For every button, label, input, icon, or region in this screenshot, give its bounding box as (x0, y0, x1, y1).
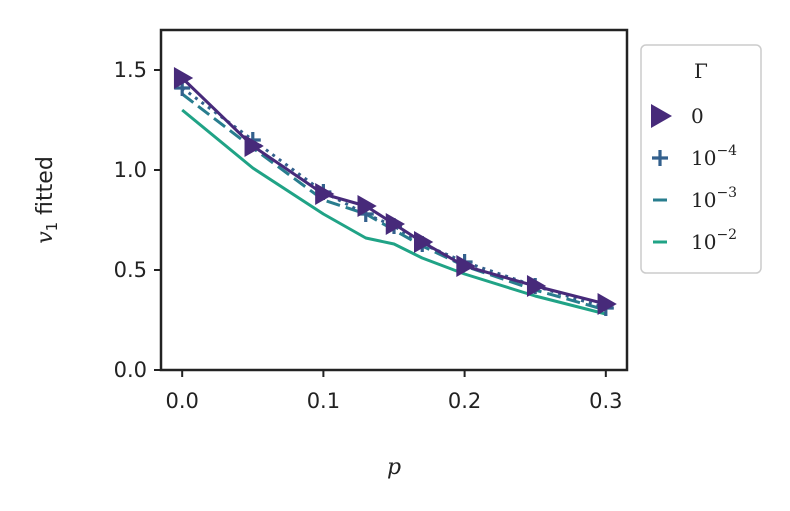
legend-entries: 0 10−4 10−3 10−2 (651, 104, 737, 254)
series-0-point (315, 183, 335, 205)
x-tick-label: 0.0 (165, 389, 198, 413)
series-0-point (357, 195, 377, 217)
y-tick-label: 1.0 (114, 158, 147, 182)
legend-label: 10−4 (691, 143, 737, 170)
series-0-point (244, 135, 264, 157)
legend-label: 10−2 (691, 227, 737, 254)
legend-frame (640, 44, 762, 274)
series-3 (181, 108, 607, 316)
y-tick-label: 0.5 (114, 258, 147, 282)
series-line-3 (181, 108, 607, 316)
x-tick-label: 0.2 (448, 389, 481, 413)
plot-frame (159, 28, 629, 372)
series-0-point (385, 213, 405, 235)
y-axis: 0.0 0.5 1.0 1.5 (114, 58, 161, 382)
legend-entry-2: 10−3 (653, 185, 737, 212)
x-tick-label: 0.3 (589, 389, 622, 413)
y-tick-label: 0.0 (114, 358, 147, 382)
series-0-point (526, 275, 547, 297)
series-0-point (456, 255, 476, 277)
x-axis: 0.0 0.1 0.2 0.3 (165, 370, 623, 413)
series-layer (173, 67, 617, 316)
legend-entry-1: 10−4 (652, 143, 737, 170)
legend-entry-0: 0 (651, 104, 704, 128)
series-0-point (173, 67, 194, 89)
y-axis-label-subscript: 1 (43, 222, 61, 232)
y-axis-label: v1 fitted (33, 156, 61, 244)
legend-marker (651, 104, 672, 128)
legend-title: Γ (694, 59, 708, 83)
series-0 (173, 67, 617, 315)
plot-background (161, 30, 627, 370)
legend-entry-3: 10−2 (653, 227, 737, 254)
y-tick-label: 1.5 (114, 58, 147, 82)
legend-label: 10−3 (691, 185, 737, 212)
y-axis-label-symbol: v (33, 231, 58, 244)
series-0-point (597, 293, 617, 315)
series-0-point (413, 231, 434, 253)
x-axis-label: p (387, 455, 401, 480)
y-axis-label-text: fitted (33, 156, 58, 222)
legend: Γ 0 10−4 10−3 10−2 (640, 44, 762, 274)
legend-label: 0 (691, 104, 704, 128)
legend-marker (652, 150, 668, 166)
x-tick-label: 0.1 (307, 389, 340, 413)
